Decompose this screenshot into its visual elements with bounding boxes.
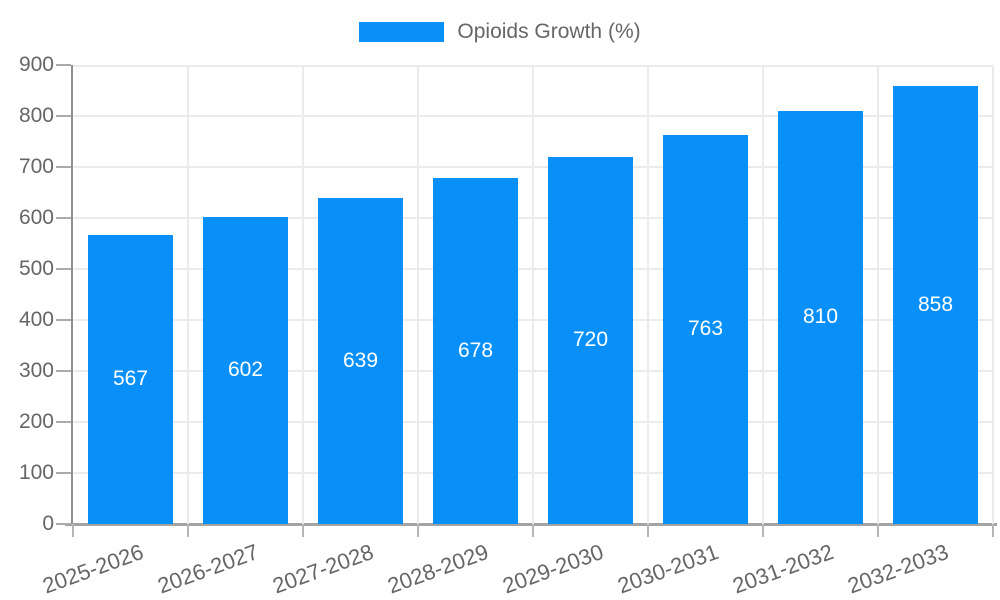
x-axis-tick (647, 524, 649, 537)
x-axis-label: 2030-2031 (614, 539, 723, 599)
y-axis-label: 500 (18, 257, 54, 280)
x-axis-label: 2026-2027 (154, 539, 263, 599)
y-axis-label: 200 (18, 410, 54, 433)
bar-value-label: 858 (917, 293, 954, 317)
x-axis-tick (72, 524, 74, 537)
x-axis-label: 2025-2026 (39, 539, 148, 599)
plot-area: 567 602 639 678 720 763 810 858 (73, 65, 994, 524)
x-axis-tick (417, 524, 419, 537)
chart-legend[interactable]: Opioids Growth (%) (0, 20, 1000, 44)
legend-label: Opioids Growth (%) (457, 20, 641, 43)
y-axis-tick (56, 217, 71, 219)
x-axis-label: 2032-2033 (844, 539, 953, 599)
bar-value-label: 810 (802, 305, 839, 329)
y-axis-tick (56, 472, 71, 474)
y-axis-label: 600 (18, 206, 54, 229)
y-axis-label: 700 (18, 155, 54, 178)
y-axis-label: 300 (18, 359, 54, 382)
y-axis-label: 400 (18, 308, 54, 331)
bar[interactable]: 678 (433, 178, 518, 524)
bar-value-label: 567 (112, 367, 149, 391)
gridline-vertical (647, 65, 649, 524)
bar[interactable]: 810 (778, 110, 863, 524)
bar-value-label: 639 (342, 349, 379, 373)
y-axis-label: 100 (18, 461, 54, 484)
bar-value-label: 763 (687, 317, 724, 341)
gridline-vertical (187, 65, 189, 524)
x-axis-label: 2031-2032 (729, 539, 838, 599)
legend-swatch (359, 22, 445, 42)
y-axis-label: 800 (18, 104, 54, 127)
bar-value-label: 602 (227, 358, 264, 382)
y-axis-tick (56, 64, 71, 66)
y-axis-tick (56, 319, 71, 321)
y-axis-tick (56, 370, 71, 372)
x-axis-tick (532, 524, 534, 537)
x-axis-line (65, 523, 997, 526)
x-axis-tick (992, 524, 994, 537)
x-axis-tick (187, 524, 189, 537)
bar[interactable]: 763 (663, 134, 748, 524)
y-axis-tick (56, 268, 71, 270)
y-axis-line (71, 65, 73, 524)
bar-value-label: 678 (457, 339, 494, 363)
bar[interactable]: 639 (318, 198, 403, 524)
gridline-vertical (302, 65, 304, 524)
bar[interactable]: 720 (548, 156, 633, 524)
gridline-vertical (532, 65, 534, 524)
y-axis-label: 0 (42, 512, 54, 535)
y-axis-tick (56, 166, 71, 168)
bar[interactable]: 602 (203, 216, 288, 524)
bar[interactable]: 858 (893, 86, 978, 524)
gridline-vertical (877, 65, 879, 524)
gridline-vertical (992, 65, 994, 524)
bar-value-label: 720 (572, 328, 609, 352)
x-axis-tick (762, 524, 764, 537)
gridline-vertical (762, 65, 764, 524)
gridline-vertical (417, 65, 419, 524)
y-axis-tick (56, 523, 71, 525)
bar[interactable]: 567 (88, 234, 173, 524)
x-axis-label: 2027-2028 (269, 539, 378, 599)
x-axis-label: 2029-2030 (499, 539, 608, 599)
x-axis-label: 2028-2029 (384, 539, 493, 599)
x-axis-tick (302, 524, 304, 537)
x-axis-tick (877, 524, 879, 537)
y-axis-tick (56, 421, 71, 423)
y-axis-tick (56, 115, 71, 117)
y-axis-label: 900 (18, 53, 54, 76)
